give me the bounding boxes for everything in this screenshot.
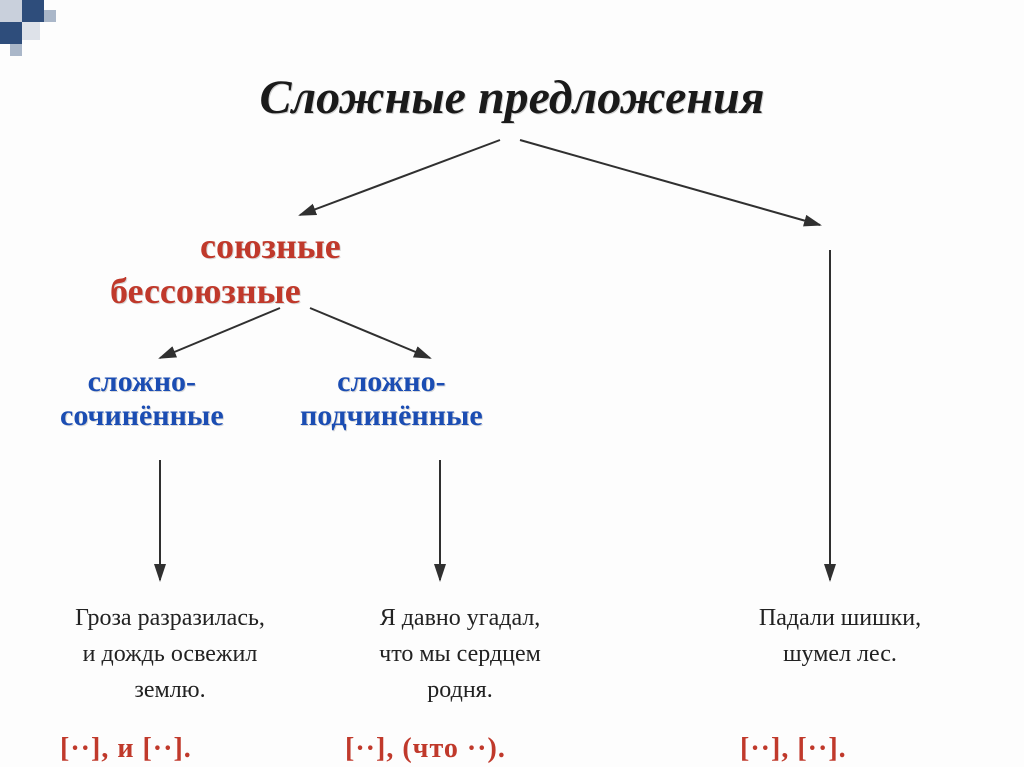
subbranch-left: сложно- сочинённые [60,365,224,433]
example-col3: Падали шишки, шумел лес. [700,600,980,672]
branch-left-label: союзные [200,225,341,267]
branch-right-label: бессоюзные [110,270,301,312]
example-col1: Гроза разразилась, и дождь освежил землю… [30,600,310,708]
page-title: Сложные предложения [0,70,1024,125]
formula-3: [··], [··]. [740,733,847,765]
formula-2: [··], (что ··). [345,733,506,765]
example-col2: Я давно угадал, что мы сердцем родня. [320,600,600,708]
formula-1: [··], и [··]. [60,733,192,765]
corner-decoration [0,0,80,80]
subbranch-right: сложно- подчинённые [300,365,483,433]
